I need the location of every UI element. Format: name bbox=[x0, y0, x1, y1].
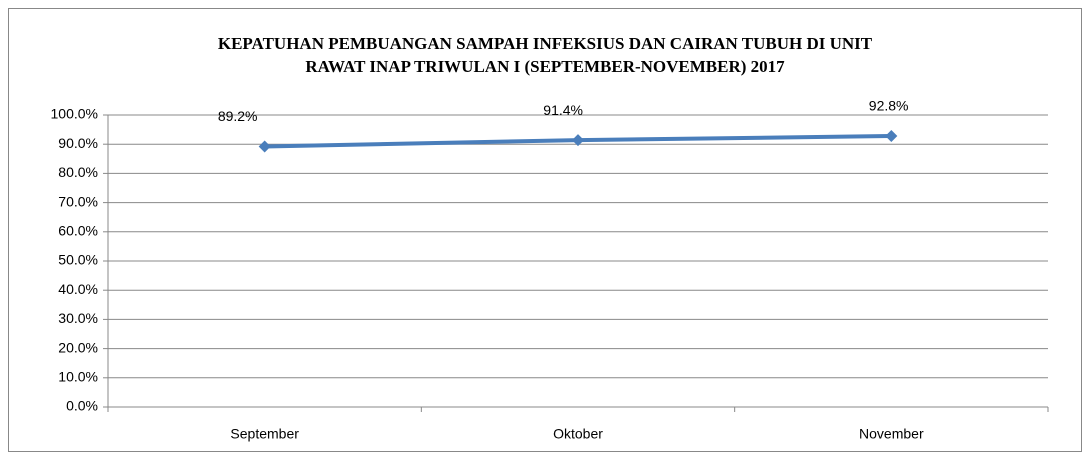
x-tick-label: September bbox=[230, 426, 299, 442]
data-label: 89.2% bbox=[218, 108, 258, 124]
x-tick-label: Oktober bbox=[553, 426, 603, 442]
chart-title: KEPATUHAN PEMBUANGAN SAMPAH INFEKSIUS DA… bbox=[218, 34, 873, 53]
data-point bbox=[258, 140, 271, 153]
y-tick-label: 70.0% bbox=[58, 193, 98, 209]
y-tick-label: 80.0% bbox=[58, 164, 98, 180]
y-tick-label: 50.0% bbox=[58, 252, 98, 268]
y-tick-label: 60.0% bbox=[58, 223, 98, 239]
y-tick-label: 30.0% bbox=[58, 310, 98, 326]
chart-title: RAWAT INAP TRIWULAN I (SEPTEMBER-NOVEMBE… bbox=[305, 57, 785, 76]
y-tick-label: 100.0% bbox=[51, 106, 98, 122]
data-point bbox=[572, 134, 584, 147]
y-tick-label: 10.0% bbox=[58, 369, 98, 385]
data-label: 91.4% bbox=[543, 102, 583, 118]
y-tick-label: 20.0% bbox=[58, 339, 98, 355]
y-tick-label: 90.0% bbox=[58, 135, 98, 151]
y-tick-label: 40.0% bbox=[58, 281, 98, 297]
data-point bbox=[885, 130, 898, 143]
data-label: 92.8% bbox=[869, 98, 909, 114]
y-tick-label: 0.0% bbox=[66, 398, 98, 414]
x-tick-label: November bbox=[859, 426, 924, 442]
